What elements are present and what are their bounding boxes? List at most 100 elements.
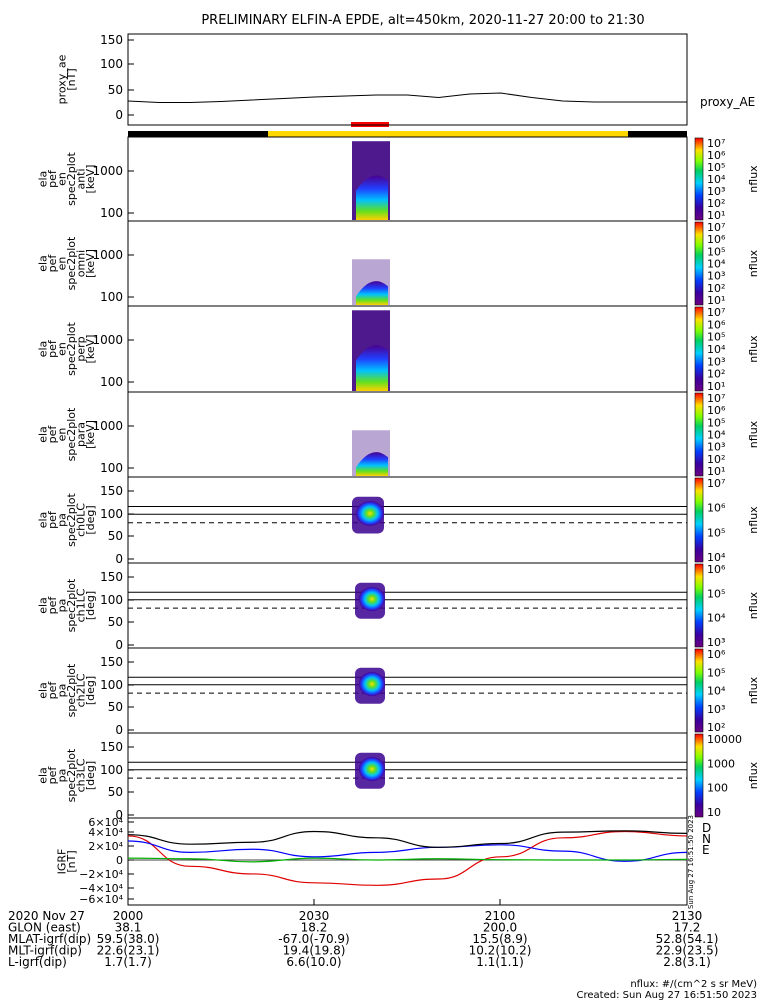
colorbar-tick: 1000 bbox=[707, 757, 735, 770]
igrf-series-total bbox=[127, 830, 688, 848]
ylabel-line: spec2plot bbox=[65, 407, 78, 461]
colorbar-label: nflux bbox=[747, 335, 760, 363]
colorbar-tick: 10⁴ bbox=[707, 258, 726, 271]
panel-ch0: elapefpaspec2plotch0LC[deg]15010050010⁷1… bbox=[36, 476, 760, 566]
colorbar-tick: 10⁷ bbox=[707, 137, 725, 150]
colorbar-tick: 10⁴ bbox=[707, 612, 726, 625]
ylabel-line: omni bbox=[74, 250, 87, 277]
y-tick-label: 50 bbox=[108, 700, 123, 714]
panel-igrf: IGRF[nT] 6×10⁴4×10⁴2×10⁴0−2×10⁴−4×10⁴−6×1… bbox=[55, 815, 711, 909]
colorbar-tick: 10⁶ bbox=[707, 648, 726, 661]
pa-core bbox=[359, 671, 385, 697]
proxy-ae-legend: proxy_AE bbox=[700, 95, 755, 109]
y-tick-label: 150 bbox=[100, 740, 123, 754]
ylabel-line: en bbox=[55, 428, 68, 442]
colorbar-tick: 10³ bbox=[707, 703, 725, 716]
time-row-value: 2.8(3.1) bbox=[663, 955, 711, 969]
time-row-value: 6.6(10.0) bbox=[286, 955, 341, 969]
igrf-series-N bbox=[127, 840, 688, 862]
time-row-value: 1.1(1.1) bbox=[476, 955, 524, 969]
colorbar: 10⁷ 10⁶ 10⁵ 10⁴ nflux bbox=[694, 477, 760, 564]
colorbar-tick: 10⁵ bbox=[707, 666, 725, 679]
y-tick-label: 4×10⁴ bbox=[88, 826, 123, 839]
panel-proxy_ae: proxy_ae[nT] 150 100 50 0 proxy_AE bbox=[55, 33, 755, 126]
y-tick-label: 0 bbox=[115, 552, 123, 566]
time-row-value: 22.9(23.5) bbox=[656, 944, 719, 958]
panel-ylabel: proxy_ae[nT] bbox=[55, 54, 78, 104]
ylabel-line: spec2plot bbox=[65, 748, 78, 802]
colorbar-tick: 10⁶ bbox=[707, 318, 726, 331]
y-tick-label: 1000 bbox=[92, 248, 123, 262]
y-tick-label: −2×10⁴ bbox=[79, 868, 123, 881]
time-row-label: MLAT-igrf(dip) bbox=[8, 932, 91, 946]
y-tick-label: 150 bbox=[100, 484, 123, 498]
ylabel-line: ch3LC bbox=[74, 758, 87, 792]
spectrogram-core bbox=[356, 345, 388, 391]
time-row-value: -67.0(-70.9) bbox=[278, 932, 349, 946]
ylabel-line: spec2plot bbox=[65, 236, 78, 290]
colorbar-tick: 10² bbox=[707, 721, 725, 734]
igrf-series-D bbox=[127, 830, 688, 886]
colorbar-tick: 10² bbox=[707, 282, 725, 295]
colorbar-tick: 10¹ bbox=[707, 294, 725, 307]
time-row-value: 2130 bbox=[672, 909, 703, 923]
colorbar-label: nflux bbox=[747, 420, 760, 448]
panel-ylabel: IGRF[nT] bbox=[55, 849, 78, 875]
y-tick-label: 6×10⁴ bbox=[88, 816, 123, 829]
pitch-angle-spectrogram bbox=[128, 496, 687, 534]
ylabel-line: ela bbox=[36, 597, 49, 614]
y-tick-label: 1000 bbox=[92, 419, 123, 433]
pitch-angle-spectrogram bbox=[128, 752, 687, 789]
ylabel-line: anti bbox=[74, 168, 87, 189]
colorbar-tick: 10 bbox=[707, 806, 721, 819]
ylabel-line: spec2plot bbox=[65, 152, 78, 206]
igrf-series-E bbox=[127, 857, 688, 863]
y-tick-label: 100 bbox=[100, 375, 123, 389]
ylabel-line: pef bbox=[46, 766, 59, 785]
time-row-label: 2020 Nov 27 bbox=[8, 909, 85, 923]
colorbar-tick: 10⁷ bbox=[707, 221, 725, 234]
created-stamp: Created: Sun Aug 27 16:51:50 2023 bbox=[577, 990, 757, 1000]
y-tick-label: 2×10⁴ bbox=[88, 840, 123, 853]
time-axis-table: 2020 Nov 27 2000 2030 2100 2130 GLON (east) 38… bbox=[8, 899, 718, 969]
colorbar-label: nflux bbox=[747, 591, 760, 619]
time-row-label: L-igrf(dip) bbox=[8, 955, 67, 969]
time-row-value: 59.5(38.0) bbox=[97, 932, 160, 946]
y-tick-label: 100 bbox=[100, 593, 123, 607]
pa-core bbox=[359, 586, 385, 612]
y-tick-label: 100 bbox=[100, 678, 123, 692]
igrf-legend-E: E bbox=[702, 843, 710, 857]
ylabel-line: ela bbox=[36, 171, 49, 188]
panel-ant: elapefenspec2plotanti[keV]100010010⁷10⁶1… bbox=[36, 136, 760, 222]
colorbar-tick: 10⁵ bbox=[707, 526, 725, 539]
time-row-value: 18.2 bbox=[301, 921, 328, 935]
ylabel-line: pef bbox=[46, 681, 59, 700]
panel-ch2: elapefpaspec2plotch2LC[deg]15010050010⁶1… bbox=[36, 647, 760, 737]
ylabel-line: pa bbox=[55, 513, 68, 527]
panel-para: elapefenspec2plotpara[keV]100010010⁷10⁶1… bbox=[36, 391, 760, 478]
time-row-value: 200.0 bbox=[483, 921, 517, 935]
energy-spectrogram bbox=[352, 430, 390, 476]
colorbar: 10000 1000 100 10 nflux bbox=[694, 733, 760, 819]
colorbar-tick: 10² bbox=[707, 197, 725, 210]
ylabel-line: spec2plot bbox=[65, 322, 78, 376]
ylabel-line: perp bbox=[74, 336, 87, 361]
y-tick-label: 0 bbox=[115, 723, 123, 737]
ylabel-line: pef bbox=[46, 425, 59, 444]
orbit-bar bbox=[128, 122, 687, 137]
y-tick-label: 0 bbox=[115, 808, 123, 822]
ylabel-line: ch2LC bbox=[74, 673, 87, 707]
ylabel-line: ela bbox=[36, 426, 49, 443]
colorbar-label: nflux bbox=[747, 676, 760, 704]
colorbar-tick: 10⁴ bbox=[707, 551, 726, 564]
y-tick-label: 1000 bbox=[92, 333, 123, 347]
ylabel-line: ela bbox=[36, 682, 49, 699]
